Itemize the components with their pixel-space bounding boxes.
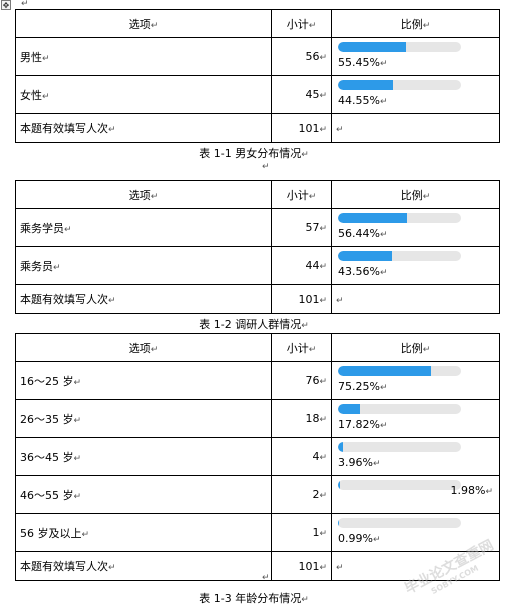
header-count: 小计↵ xyxy=(271,180,332,209)
table-row: 女性↵ 45↵ 44.55%↵ xyxy=(15,75,500,114)
table-row: 乘务学员↵ 57↵ 56.44%↵ xyxy=(15,208,500,247)
progress-fill xyxy=(338,251,392,261)
progress-bar xyxy=(338,404,461,414)
percent-label: 55.45%↵ xyxy=(338,56,388,69)
progress-bar xyxy=(338,366,461,376)
respondents-table: 选项↵ 小计↵ 比例↵ 乘务学员↵ 57↵ 56.44%↵ 乘务员↵ 44↵ 4… xyxy=(15,180,500,314)
header-ratio: 比例↵ xyxy=(331,333,500,362)
progress-fill xyxy=(338,518,340,528)
table-move-handle-icon[interactable]: ✥ xyxy=(1,0,11,10)
ratio-cell: 56.44%↵ xyxy=(331,208,500,247)
paragraph-mark: ↵ xyxy=(262,162,270,172)
row-label: 男性 xyxy=(20,50,42,64)
ratio-cell: 3.96%↵ xyxy=(331,437,500,476)
ratio-cell: 55.45%↵ xyxy=(331,37,500,76)
paragraph-mark: ↵ xyxy=(262,573,270,583)
row-count: 56 xyxy=(305,50,320,63)
total-row: 本题有效填写人次↵ 101↵ ↵ xyxy=(15,113,500,143)
header-option: 选项↵ xyxy=(15,9,272,38)
total-row: 本题有效填写人次↵ 101↵ ↵ xyxy=(15,284,500,314)
row-label: 56 岁及以上 xyxy=(20,526,82,540)
table-row: 16～25 岁↵ 76↵ 75.25%↵ xyxy=(15,361,500,400)
percent-label: 44.55%↵ xyxy=(338,94,388,107)
table-row: 男性↵ 56↵ 55.45%↵ xyxy=(15,37,500,76)
row-count: 57 xyxy=(305,221,320,234)
total-label: 本题有效填写人次 xyxy=(20,293,108,306)
row-label: 乘务员 xyxy=(20,259,53,273)
header-count: 小计↵ xyxy=(271,9,332,38)
progress-bar xyxy=(338,42,461,52)
percent-label: 1.98%↵ xyxy=(450,484,494,497)
progress-fill xyxy=(338,80,393,90)
row-label: 46～55 岁 xyxy=(20,488,74,502)
row-label: 女性 xyxy=(20,88,42,102)
total-label: 本题有效填写人次 xyxy=(20,560,108,573)
progress-fill xyxy=(338,480,341,490)
row-count: 1 xyxy=(312,526,320,539)
total-count: 101 xyxy=(298,121,320,135)
paragraph-mark: ↵ xyxy=(21,0,29,9)
row-count: 76 xyxy=(305,374,320,387)
table-row: 乘务员↵ 44↵ 43.56%↵ xyxy=(15,246,500,285)
table-caption: 表 1-1 男女分布情况↵ xyxy=(199,147,309,160)
ratio-cell: 44.55%↵ xyxy=(331,75,500,114)
progress-fill xyxy=(338,42,407,52)
row-count: 18 xyxy=(305,412,320,425)
table-caption: 表 1-3 年龄分布情况↵ xyxy=(199,592,309,605)
ratio-cell: 0.99%↵ xyxy=(331,513,500,552)
percent-label: 56.44%↵ xyxy=(338,227,388,240)
progress-fill xyxy=(338,366,431,376)
progress-fill xyxy=(338,442,343,452)
row-count: 4 xyxy=(312,450,320,463)
progress-fill xyxy=(338,404,360,414)
ratio-cell: 17.82%↵ xyxy=(331,399,500,438)
row-label: 36～45 岁 xyxy=(20,450,74,464)
row-label: 26～35 岁 xyxy=(20,412,74,426)
progress-bar xyxy=(338,480,461,490)
header-count: 小计↵ xyxy=(271,333,332,362)
progress-bar xyxy=(338,442,461,452)
total-count: 101 xyxy=(298,292,320,306)
total-row: 本题有效填写人次↵ 101↵ ↵ xyxy=(15,551,500,581)
progress-bar xyxy=(338,213,461,223)
ratio-cell: 1.98%↵ xyxy=(331,475,500,514)
header-option: 选项↵ xyxy=(15,333,272,362)
table-row: 46～55 岁↵ 2↵ 1.98%↵ xyxy=(15,475,500,514)
percent-label: 3.96%↵ xyxy=(338,456,381,469)
percent-label: 0.99%↵ xyxy=(338,532,381,545)
progress-bar xyxy=(338,251,461,261)
header-option: 选项↵ xyxy=(15,180,272,209)
table-row: 36～45 岁↵ 4↵ 3.96%↵ xyxy=(15,437,500,476)
table-caption: 表 1-2 调研人群情况↵ xyxy=(199,318,309,331)
ratio-cell: 43.56%↵ xyxy=(331,246,500,285)
row-count: 45 xyxy=(305,88,320,101)
progress-bar xyxy=(338,80,461,90)
percent-label: 43.56%↵ xyxy=(338,265,388,278)
row-count: 44 xyxy=(305,259,320,272)
total-label: 本题有效填写人次 xyxy=(20,122,108,135)
table-row: 56 岁及以上↵ 1↵ 0.99%↵ xyxy=(15,513,500,552)
table-row: 26～35 岁↵ 18↵ 17.82%↵ xyxy=(15,399,500,438)
progress-fill xyxy=(338,213,408,223)
header-ratio: 比例↵ xyxy=(331,180,500,209)
row-label: 16～25 岁 xyxy=(20,374,74,388)
row-count: 2 xyxy=(312,488,320,501)
row-label: 乘务学员 xyxy=(20,221,64,235)
progress-bar xyxy=(338,518,461,528)
percent-label: 75.25%↵ xyxy=(338,380,388,393)
age-table: 选项↵ 小计↵ 比例↵ 16～25 岁↵ 76↵ 75.25%↵ 26～35 岁… xyxy=(15,333,500,581)
ratio-cell: 75.25%↵ xyxy=(331,361,500,400)
percent-label: 17.82%↵ xyxy=(338,418,388,431)
gender-table: 选项↵ 小计↵ 比例↵ 男性↵ 56↵ 55.45%↵ 女性↵ 45↵ 44.5… xyxy=(15,9,500,143)
header-ratio: 比例↵ xyxy=(331,9,500,38)
total-count: 101 xyxy=(298,559,320,573)
